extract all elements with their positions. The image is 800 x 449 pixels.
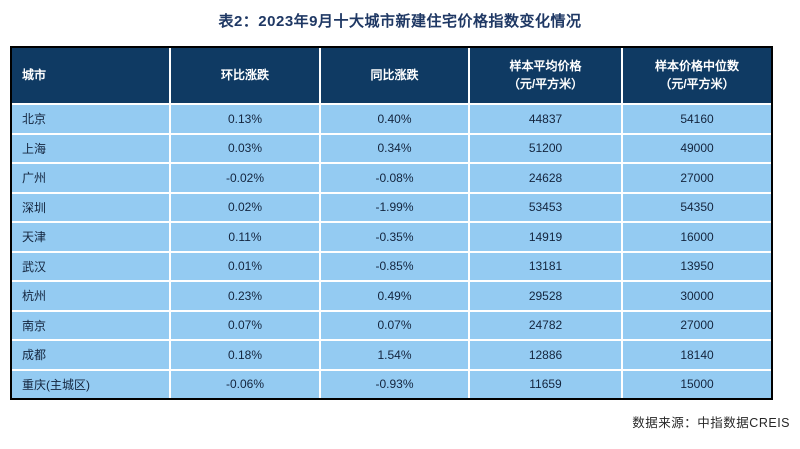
city-cell: 天津	[12, 223, 169, 251]
table-cell: 27000	[623, 311, 771, 339]
data-source-note: 数据来源：中指数据CREIS	[632, 416, 790, 430]
header-label: 城市	[22, 67, 47, 82]
table-cell: 13950	[623, 252, 771, 280]
header-cell-1: 环比涨跌	[171, 48, 319, 103]
table-cell: 0.07%	[321, 311, 468, 339]
table-cell: -0.02%	[171, 164, 319, 192]
table-cell: -0.93%	[321, 370, 468, 398]
table-cell: -0.35%	[321, 223, 468, 251]
table-cell: 0.13%	[171, 105, 319, 133]
table-cell: 15000	[623, 370, 771, 398]
table-cell: 53453	[470, 193, 621, 221]
city-cell: 广州	[12, 164, 169, 192]
table-cell: 49000	[623, 134, 771, 162]
header-cell-4: 样本价格中位数 （元/平方米）	[623, 48, 771, 103]
table-cell: 30000	[623, 282, 771, 310]
city-cell: 重庆(主城区)	[12, 370, 169, 398]
header-cell-0: 城市	[12, 48, 169, 103]
table-cell: 0.01%	[171, 252, 319, 280]
table-cell: 13181	[470, 252, 621, 280]
table-cell: 24628	[470, 164, 621, 192]
table-cell: 0.40%	[321, 105, 468, 133]
table-cell: 18140	[623, 341, 771, 369]
table-cell: 0.11%	[171, 223, 319, 251]
table-cell: 0.34%	[321, 134, 468, 162]
table-cell: 27000	[623, 164, 771, 192]
table-cell: 24782	[470, 311, 621, 339]
table-cell: 14919	[470, 223, 621, 251]
table-cell: 51200	[470, 134, 621, 162]
table-cell: 0.18%	[171, 341, 319, 369]
table-cell: 1.54%	[321, 341, 468, 369]
header-sublabel: （元/平方米）	[659, 76, 735, 91]
header-label: 样本平均价格	[509, 59, 582, 74]
city-cell: 成都	[12, 341, 169, 369]
table-cell: 44837	[470, 105, 621, 133]
table-cell: 12886	[470, 341, 621, 369]
header-label: 环比涨跌	[220, 67, 269, 82]
city-cell: 南京	[12, 311, 169, 339]
table-cell: 0.49%	[321, 282, 468, 310]
header-label: 同比涨跌	[370, 67, 419, 82]
table-cell: 16000	[623, 223, 771, 251]
header-cell-3: 样本平均价格 （元/平方米）	[470, 48, 621, 103]
table-cell: -0.06%	[171, 370, 319, 398]
price-table: 城市 环比涨跌 同比涨跌 样本平均价格 （元/平方米） 样本价格中位数 （元/平方米） 北京 0…	[12, 48, 771, 398]
city-cell: 杭州	[12, 282, 169, 310]
table-cell: -0.85%	[321, 252, 468, 280]
table-cell: -0.08%	[321, 164, 468, 192]
table-cell: 0.03%	[171, 134, 319, 162]
table-cell: -1.99%	[321, 193, 468, 221]
header-sublabel: （元/平方米）	[507, 76, 584, 91]
city-cell: 武汉	[12, 252, 169, 280]
table-cell: 0.07%	[171, 311, 319, 339]
city-cell: 深圳	[12, 193, 169, 221]
table-cell: 54160	[623, 105, 771, 133]
city-cell: 上海	[12, 134, 169, 162]
table-cell: 0.23%	[171, 282, 319, 310]
header-label: 样本价格中位数	[654, 59, 739, 74]
price-table-border: 城市 环比涨跌 同比涨跌 样本平均价格 （元/平方米） 样本价格中位数 （元/平方米） 北京 0…	[10, 46, 773, 400]
table-title: 表2：2023年9月十大城市新建住宅价格指数变化情况	[218, 13, 582, 30]
city-cell: 北京	[12, 105, 169, 133]
header-cell-2: 同比涨跌	[321, 48, 468, 103]
table-cell: 11659	[470, 370, 621, 398]
table-cell: 54350	[623, 193, 771, 221]
table-cell: 29528	[470, 282, 621, 310]
table-cell: 0.02%	[171, 193, 319, 221]
